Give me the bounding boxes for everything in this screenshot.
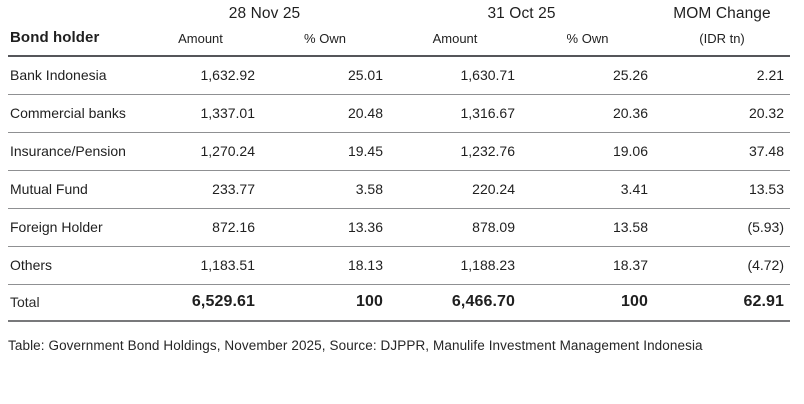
bond-holdings-table-container: Bond holder 28 Nov 25 31 Oct 25 MOM Chan… bbox=[8, 0, 791, 353]
cell-oct-own: 3.41 bbox=[521, 170, 655, 209]
cell-mom-change: 37.48 bbox=[654, 132, 791, 171]
cell-oct-amount: 878.09 bbox=[389, 208, 521, 247]
cell-mom-change: (4.72) bbox=[654, 246, 791, 285]
cell-oct-own: 13.58 bbox=[521, 208, 655, 247]
cell-oct-amount: 1,630.71 bbox=[389, 56, 521, 95]
cell-nov-own: 20.48 bbox=[261, 94, 389, 133]
cell-nov-own: 25.01 bbox=[261, 56, 389, 95]
subheader-nov-own: % Own bbox=[261, 28, 389, 57]
cell-nov-own: 13.36 bbox=[261, 208, 389, 247]
subheader-mom-unit: (IDR tn) bbox=[654, 28, 791, 57]
cell-nov-own: 18.13 bbox=[261, 246, 389, 285]
cell-oct-amount: 1,316.67 bbox=[389, 94, 521, 133]
cell-nov-amount: 1,632.92 bbox=[140, 56, 261, 95]
row-label: Mutual Fund bbox=[8, 170, 140, 209]
total-label: Total bbox=[8, 284, 140, 322]
table-row-others: Others 1,183.51 18.13 1,188.23 18.37 (4.… bbox=[8, 246, 791, 285]
cell-nov-amount: 1,183.51 bbox=[140, 246, 261, 285]
total-oct-amount: 6,466.70 bbox=[389, 284, 521, 322]
table-row-mutual-fund: Mutual Fund 233.77 3.58 220.24 3.41 13.5… bbox=[8, 170, 791, 209]
row-label: Others bbox=[8, 246, 140, 285]
table-row-commercial-banks: Commercial banks 1,337.01 20.48 1,316.67… bbox=[8, 94, 791, 133]
cell-oct-amount: 1,232.76 bbox=[389, 132, 521, 171]
total-oct-own: 100 bbox=[521, 284, 655, 322]
table-row-foreign-holder: Foreign Holder 872.16 13.36 878.09 13.58… bbox=[8, 208, 791, 247]
table-body: Bank Indonesia 1,632.92 25.01 1,630.71 2… bbox=[8, 56, 791, 322]
column-group-mom-change: MOM Change bbox=[673, 5, 771, 22]
cell-nov-amount: 872.16 bbox=[140, 208, 261, 247]
total-nov-own: 100 bbox=[261, 284, 389, 322]
cell-mom-change: 13.53 bbox=[654, 170, 791, 209]
cell-nov-own: 19.45 bbox=[261, 132, 389, 171]
cell-oct-own: 25.26 bbox=[521, 56, 655, 95]
cell-mom-change: (5.93) bbox=[654, 208, 791, 247]
row-label: Insurance/Pension bbox=[8, 132, 140, 171]
table-caption: Table: Government Bond Holdings, Novembe… bbox=[8, 338, 703, 353]
subheader-nov-amount: Amount bbox=[140, 28, 261, 57]
cell-oct-amount: 1,188.23 bbox=[389, 246, 521, 285]
table-row-insurance-pension: Insurance/Pension 1,270.24 19.45 1,232.7… bbox=[8, 132, 791, 171]
table-row-total: Total 6,529.61 100 6,466.70 100 62.91 bbox=[8, 284, 791, 322]
cell-oct-amount: 220.24 bbox=[389, 170, 521, 209]
cell-mom-change: 2.21 bbox=[654, 56, 791, 95]
total-nov-amount: 6,529.61 bbox=[140, 284, 261, 322]
cell-oct-own: 20.36 bbox=[521, 94, 655, 133]
cell-mom-change: 20.32 bbox=[654, 94, 791, 133]
bond-holdings-table: Bond holder 28 Nov 25 31 Oct 25 MOM Chan… bbox=[8, 0, 791, 322]
row-label: Commercial banks bbox=[8, 94, 140, 133]
total-mom-change: 62.91 bbox=[654, 284, 791, 322]
subheader-oct-amount: Amount bbox=[389, 28, 521, 57]
column-group-31-oct-25: 31 Oct 25 bbox=[487, 5, 556, 22]
header-sub-row: Amount % Own Amount % Own (IDR tn) bbox=[8, 28, 791, 57]
column-header-bond-holder: Bond holder bbox=[8, 0, 140, 57]
subheader-oct-own: % Own bbox=[521, 28, 655, 57]
table-row-bank-indonesia: Bank Indonesia 1,632.92 25.01 1,630.71 2… bbox=[8, 56, 791, 95]
cell-oct-own: 19.06 bbox=[521, 132, 655, 171]
cell-nov-amount: 1,270.24 bbox=[140, 132, 261, 171]
row-label: Foreign Holder bbox=[8, 208, 140, 247]
table-header: Bond holder 28 Nov 25 31 Oct 25 MOM Chan… bbox=[8, 0, 791, 57]
cell-nov-amount: 1,337.01 bbox=[140, 94, 261, 133]
cell-nov-amount: 233.77 bbox=[140, 170, 261, 209]
row-label: Bank Indonesia bbox=[8, 56, 140, 95]
column-group-28-nov-25: 28 Nov 25 bbox=[228, 5, 301, 22]
header-group-row: Bond holder 28 Nov 25 31 Oct 25 MOM Chan… bbox=[8, 0, 790, 57]
cell-oct-own: 18.37 bbox=[521, 246, 655, 285]
cell-nov-own: 3.58 bbox=[261, 170, 389, 209]
